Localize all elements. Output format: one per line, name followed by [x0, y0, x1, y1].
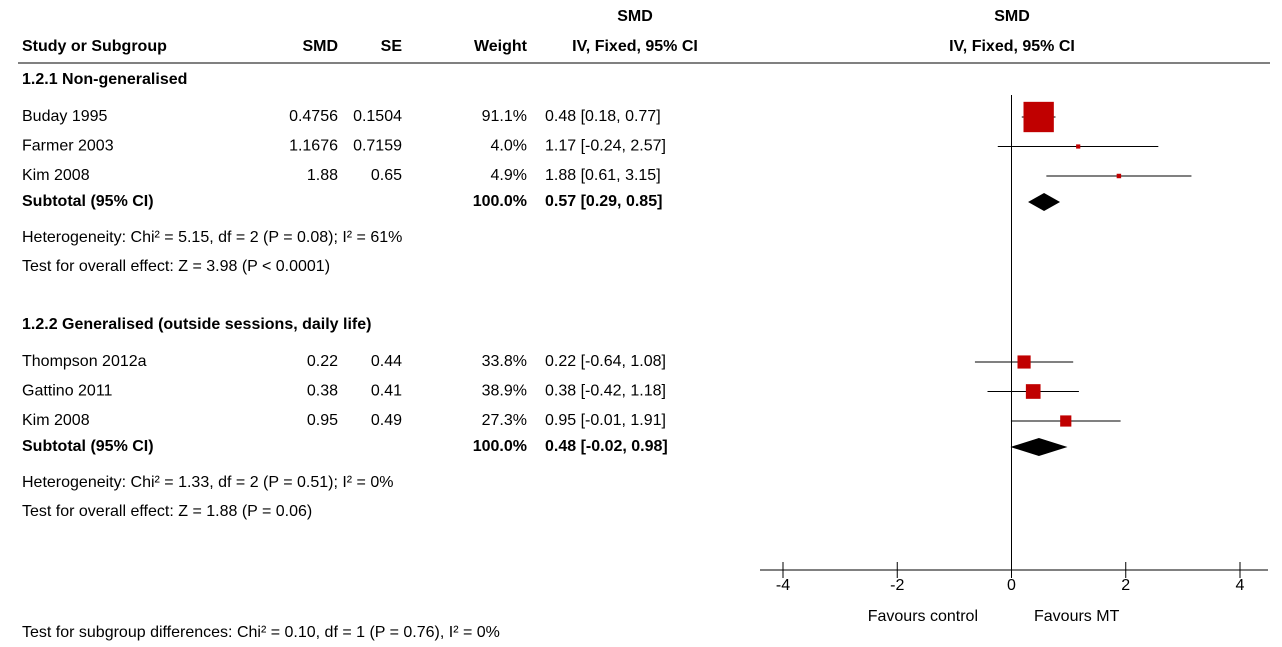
- study-name: Gattino 2011: [22, 383, 113, 400]
- effect-square: [1023, 101, 1054, 133]
- overall-effect: Test for overall effect: Z = 3.98 (P < 0…: [22, 258, 330, 275]
- subgroup-differences: Test for subgroup differences: Chi² = 0.…: [22, 624, 500, 641]
- study-weight: 91.1%: [482, 108, 527, 125]
- effect-square: [1060, 415, 1072, 427]
- header-plot: IV, Fixed, 95% CI: [949, 38, 1075, 55]
- heterogeneity: Heterogeneity: Chi² = 1.33, df = 2 (P = …: [22, 474, 393, 491]
- study-weight: 33.8%: [482, 353, 527, 370]
- study-smd: 1.88: [307, 167, 338, 184]
- study-se: 0.65: [371, 167, 402, 184]
- study-weight: 38.9%: [482, 383, 527, 400]
- subtotal-ci: 0.48 [-0.02, 0.98]: [545, 438, 668, 455]
- study-ci: 0.48 [0.18, 0.77]: [545, 108, 661, 125]
- group-title: 1.2.1 Non-generalised: [22, 71, 187, 88]
- study-smd: 1.1676: [289, 138, 338, 155]
- x-tick-label: 2: [1121, 577, 1130, 594]
- header-ci: IV, Fixed, 95% CI: [572, 38, 698, 55]
- study-se: 0.1504: [353, 108, 402, 125]
- header-study: Study or Subgroup: [22, 38, 167, 55]
- study-name: Thompson 2012a: [22, 353, 147, 370]
- study-name: Farmer 2003: [22, 138, 114, 155]
- x-tick-label: 0: [1007, 577, 1016, 594]
- heterogeneity: Heterogeneity: Chi² = 5.15, df = 2 (P = …: [22, 229, 402, 246]
- study-se: 0.7159: [353, 138, 402, 155]
- x-tick-label: 4: [1236, 577, 1245, 594]
- effect-square: [1017, 355, 1031, 369]
- study-ci: 0.22 [-0.64, 1.08]: [545, 353, 666, 370]
- header-smd: SMD: [302, 38, 338, 55]
- study-ci: 1.17 [-0.24, 2.57]: [545, 138, 666, 155]
- study-weight: 27.3%: [482, 412, 527, 429]
- header-weight: Weight: [474, 38, 528, 55]
- header-plot-top: SMD: [994, 8, 1030, 25]
- effect-square: [1076, 144, 1081, 149]
- effect-square: [1025, 384, 1041, 399]
- subtotal-diamond: [1010, 438, 1068, 456]
- study-se: 0.49: [371, 412, 402, 429]
- study-name: Buday 1995: [22, 108, 108, 125]
- favours-left: Favours control: [868, 608, 978, 625]
- effect-square: [1116, 173, 1122, 179]
- study-smd: 0.22: [307, 353, 338, 370]
- subtotal-weight: 100.0%: [473, 193, 527, 210]
- x-tick-label: -2: [890, 577, 904, 594]
- header-ci-top: SMD: [617, 8, 653, 25]
- subtotal-name: Subtotal (95% CI): [22, 438, 154, 455]
- subtotal-name: Subtotal (95% CI): [22, 193, 154, 210]
- study-smd: 0.95: [307, 412, 338, 429]
- study-name: Kim 2008: [22, 412, 90, 429]
- study-weight: 4.0%: [491, 138, 527, 155]
- study-ci: 0.95 [-0.01, 1.91]: [545, 412, 666, 429]
- overall-effect: Test for overall effect: Z = 1.88 (P = 0…: [22, 503, 312, 520]
- study-ci: 0.38 [-0.42, 1.18]: [545, 383, 666, 400]
- header-se: SE: [381, 38, 403, 55]
- study-smd: 0.38: [307, 383, 338, 400]
- study-smd: 0.4756: [289, 108, 338, 125]
- study-name: Kim 2008: [22, 167, 90, 184]
- subtotal-weight: 100.0%: [473, 438, 527, 455]
- subtotal-diamond: [1028, 193, 1061, 211]
- group-title: 1.2.2 Generalised (outside sessions, dai…: [22, 316, 371, 333]
- subtotal-ci: 0.57 [0.29, 0.85]: [545, 193, 662, 210]
- study-se: 0.41: [371, 383, 402, 400]
- x-tick-label: -4: [776, 577, 790, 594]
- study-se: 0.44: [371, 353, 402, 370]
- study-ci: 1.88 [0.61, 3.15]: [545, 167, 661, 184]
- study-weight: 4.9%: [491, 167, 527, 184]
- favours-right: Favours MT: [1034, 608, 1120, 625]
